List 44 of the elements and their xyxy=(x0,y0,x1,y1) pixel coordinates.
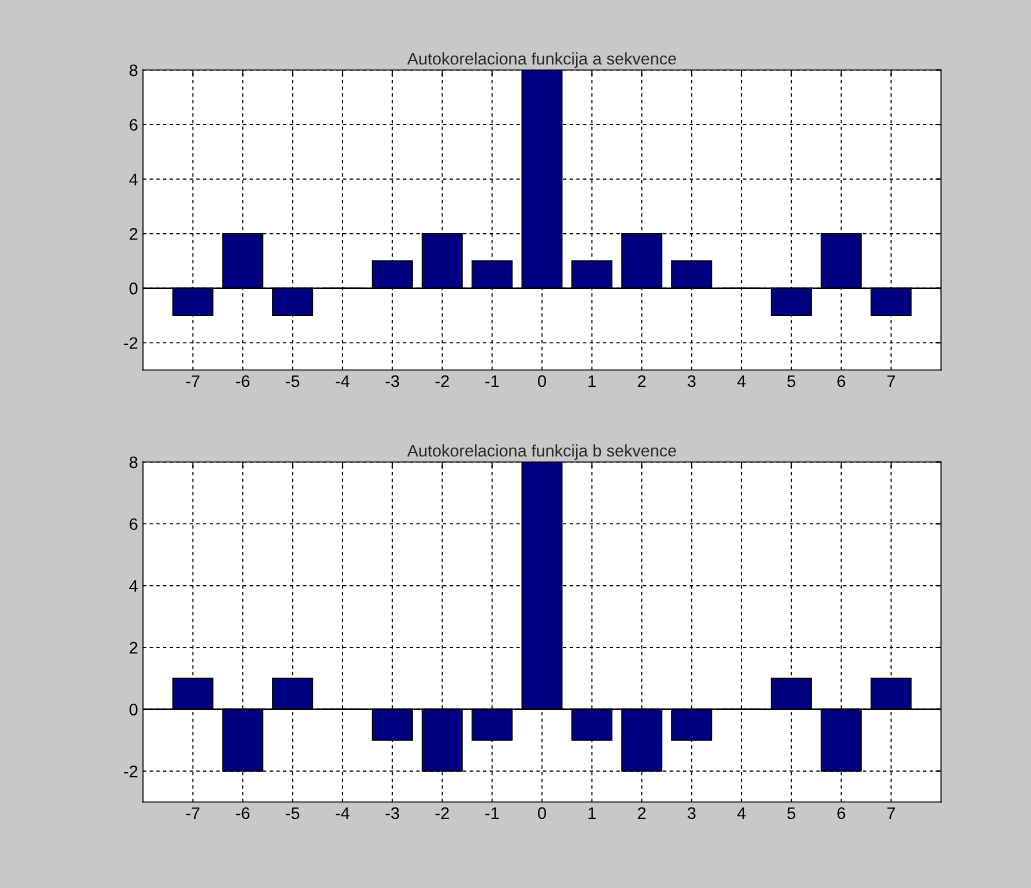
x-tick-label: -6 xyxy=(236,807,250,820)
y-tick-label: -2 xyxy=(124,765,138,778)
x-tick-label: -4 xyxy=(335,807,350,819)
chart-title: Autokorelaciona funkcija b sekvence xyxy=(407,444,677,460)
x-tick-label: 5 xyxy=(787,375,796,388)
y-tick-label: -2 xyxy=(124,337,138,349)
x-tick-label: -3 xyxy=(385,375,400,388)
y-tick-label: 6 xyxy=(129,118,138,131)
y-tick-label: 2 xyxy=(129,641,138,654)
x-tick-label: -6 xyxy=(236,375,250,388)
x-tick-label: -7 xyxy=(186,807,200,819)
x-tick-label: 4 xyxy=(737,375,746,387)
x-tick-label: 6 xyxy=(837,807,846,820)
x-tick-label: 5 xyxy=(787,807,796,820)
x-tick-label: -3 xyxy=(385,807,400,820)
x-tick-label: -2 xyxy=(435,375,449,387)
x-tick-label: 0 xyxy=(538,807,546,820)
x-tick-label: -5 xyxy=(285,375,300,388)
x-tick-label: 3 xyxy=(687,375,696,388)
y-tick-label: 2 xyxy=(129,228,138,240)
y-tick-label: 6 xyxy=(129,518,138,531)
x-tick-label: 3 xyxy=(687,807,696,820)
x-tick-label: 1 xyxy=(588,807,596,819)
x-tick-label: 7 xyxy=(887,375,895,387)
y-tick-label: 4 xyxy=(129,580,138,592)
y-tick-label: 0 xyxy=(129,282,138,295)
x-tick-label: 4 xyxy=(737,807,746,819)
x-tick-label: -2 xyxy=(435,807,449,819)
y-tick-label: 4 xyxy=(129,173,138,186)
x-tick-label: -5 xyxy=(285,807,300,820)
x-tick-label: 2 xyxy=(637,807,646,819)
x-tick-label: -7 xyxy=(186,375,200,387)
x-tick-label: 1 xyxy=(588,375,596,387)
x-tick-label: 6 xyxy=(837,375,846,388)
chart-title: Autokorelaciona funkcija a sekvence xyxy=(407,52,677,68)
y-tick-label: 8 xyxy=(129,456,138,469)
x-tick-label: -4 xyxy=(335,375,350,387)
x-tick-label: 2 xyxy=(637,375,646,387)
x-tick-label: 7 xyxy=(887,807,895,819)
x-tick-label: -1 xyxy=(485,807,499,819)
x-tick-label: 0 xyxy=(538,375,546,388)
y-tick-label: 0 xyxy=(129,703,138,716)
y-tick-label: 8 xyxy=(129,64,138,77)
x-tick-label: -1 xyxy=(485,375,499,387)
